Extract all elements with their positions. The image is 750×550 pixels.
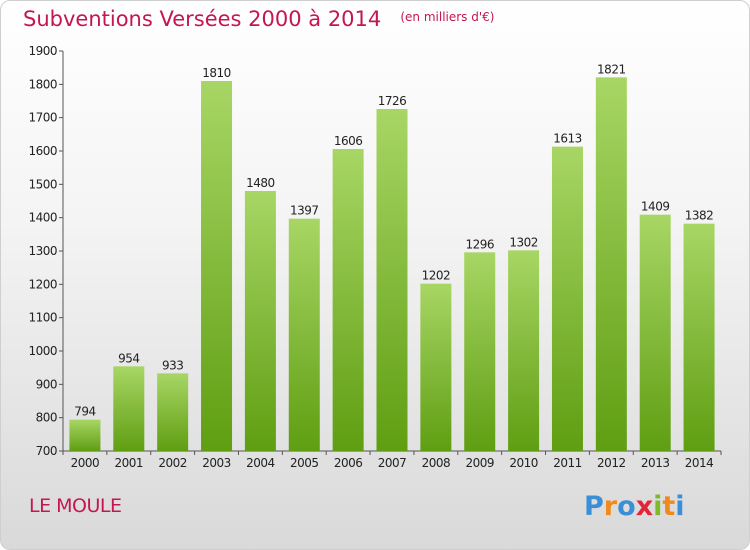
y-tick-label: 1900 [28,44,57,58]
bar-2005 [288,218,320,451]
bar-2004 [244,191,276,451]
x-tick-label-2007: 2007 [378,456,407,470]
y-tick-label: 1400 [28,211,57,225]
y-tick-label: 1000 [28,344,57,358]
value-label-2008: 1202 [422,269,451,283]
x-tick-label-2003: 2003 [202,456,231,470]
bar-2014 [683,223,715,451]
y-tick-label: 1300 [28,244,57,258]
logo-letter: i [675,491,685,522]
y-tick-label: 1600 [28,144,57,158]
chart-title-text: Subventions Versées 2000 à 2014 [23,7,382,31]
bar-2000 [69,419,101,451]
value-label-2000: 794 [74,405,95,419]
bar-2003 [201,81,233,451]
value-label-2006: 1606 [334,134,363,148]
bar-2001 [113,366,145,451]
bar-2013 [639,214,671,451]
value-label-2007: 1726 [378,94,407,108]
x-tick-label-2011: 2011 [553,456,582,470]
logo-letter: o [617,491,636,522]
value-label-2011: 1613 [553,132,582,146]
x-tick-label-2004: 2004 [246,456,275,470]
logo-letter: x [635,491,654,522]
commune-name: LE MOULE [29,495,122,517]
value-label-2014: 1382 [685,209,714,223]
x-tick-label-2008: 2008 [422,456,451,470]
x-tick-label-2013: 2013 [641,456,670,470]
value-label-2009: 1296 [465,237,494,251]
value-label-2003: 1810 [202,66,231,80]
chart-unit-text: (en milliers d'€) [400,10,495,24]
x-tick-label-2005: 2005 [290,456,319,470]
logo-letter: t [662,491,676,522]
y-tick-label: 900 [36,377,57,391]
proxiti-logo: Proxiti [584,491,685,522]
y-tick-label: 800 [36,411,57,425]
x-tick-label-2000: 2000 [71,456,100,470]
x-tick-label-2002: 2002 [158,456,187,470]
y-tick-label: 1700 [28,111,57,125]
bar-2011 [551,146,583,451]
y-tick-label: 1800 [28,77,57,91]
chart-title: Subventions Versées 2000 à 2014 (en mill… [23,7,494,31]
value-label-2002: 933 [162,358,183,372]
value-label-2012: 1821 [597,62,626,76]
value-label-2005: 1397 [290,204,319,218]
y-tick-label: 1200 [28,277,57,291]
x-tick-label-2012: 2012 [597,456,626,470]
logo-letter: P [584,491,604,522]
x-tick-label-2006: 2006 [334,456,363,470]
bar-2002 [157,373,189,451]
value-label-2001: 954 [118,351,139,365]
logo-letter: r [603,491,618,522]
bar-2012 [595,77,627,451]
bar-2007 [376,109,408,451]
bar-2008 [420,283,452,451]
x-tick-label-2009: 2009 [465,456,494,470]
y-tick-label: 1500 [28,177,57,191]
y-tick-label: 1100 [28,311,57,325]
x-tick-label-2001: 2001 [115,456,144,470]
value-label-2013: 1409 [641,200,670,214]
value-label-2004: 1480 [246,176,275,190]
logo-letter: i [653,491,663,522]
y-tick-label: 700 [36,444,57,458]
value-label-2010: 1302 [509,235,538,249]
bar-2009 [464,252,496,451]
bar-2010 [508,250,540,451]
x-tick-label-2014: 2014 [685,456,714,470]
x-tick-label-2010: 2010 [509,456,538,470]
bar-2006 [332,149,364,451]
